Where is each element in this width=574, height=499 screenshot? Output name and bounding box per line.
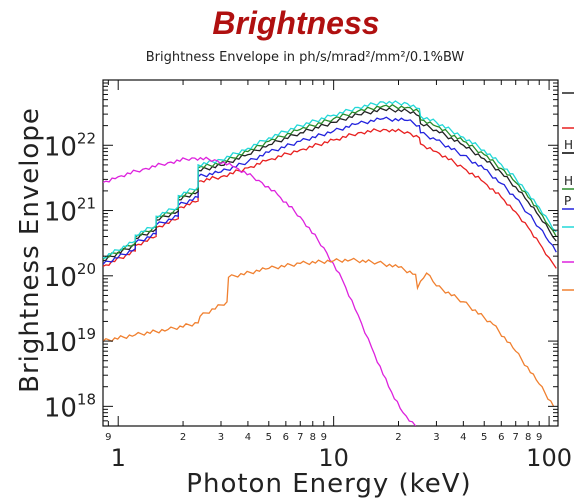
y-axis-label: Brightness Envelope (15, 107, 45, 393)
x-axis-label: Photon Energy (keV) (186, 469, 471, 499)
x-minor-tick-label: 7 (297, 432, 303, 443)
x-tick-label: 100 (526, 444, 572, 472)
x-minor-tick-label: 9 (321, 432, 327, 443)
legend: HHP (562, 92, 574, 291)
series-line-5 (103, 100, 557, 259)
y-tick-label: 1019 (44, 325, 96, 358)
chart-subtitle: Brightness Envelope in ph/s/mrad²/mm²/0.… (146, 50, 465, 65)
x-minor-tick-label: 2 (180, 432, 186, 443)
x-minor-tick-label: 3 (433, 432, 439, 443)
x-minor-tick-label: 4 (460, 432, 466, 443)
series-line-6 (103, 156, 417, 426)
series-line-2 (103, 116, 557, 265)
x-minor-tick-label: 3 (218, 432, 224, 443)
legend-label: H (564, 138, 573, 152)
y-tick-label: 1022 (44, 129, 96, 162)
series-line-4 (103, 103, 557, 260)
y-tick-label: 1021 (44, 195, 96, 228)
series-layer (103, 100, 557, 426)
x-minor-tick-label: 8 (310, 432, 316, 443)
legend-label: H (564, 174, 573, 188)
x-minor-tick-label: 2 (395, 432, 401, 443)
legend-label: P (564, 194, 571, 208)
plot-frame (102, 79, 559, 427)
x-minor-tick-label: 5 (481, 432, 487, 443)
x-minor-tick-label: 7 (513, 432, 519, 443)
x-minor-tick-label: 8 (525, 432, 531, 443)
x-minor-tick-label: 9 (105, 432, 111, 443)
x-tick-label: 10 (318, 444, 349, 472)
x-minor-tick-label: 5 (266, 432, 272, 443)
series-line-3 (103, 107, 557, 262)
x-minor-tick-label: 6 (498, 432, 504, 443)
x-tick-label: 1 (111, 444, 126, 472)
x-minor-tick-label: 4 (245, 432, 251, 443)
series-line-7 (103, 257, 555, 407)
y-axis: 1018 1019 1020 1021 1022 (44, 79, 558, 427)
y-tick-label: 1018 (44, 390, 96, 423)
x-minor-tick-label: 9 (536, 432, 542, 443)
chart-title: Brightness (212, 5, 379, 41)
series-line-1 (103, 128, 557, 269)
x-minor-tick-label: 6 (283, 432, 289, 443)
y-tick-label: 1020 (44, 260, 96, 293)
